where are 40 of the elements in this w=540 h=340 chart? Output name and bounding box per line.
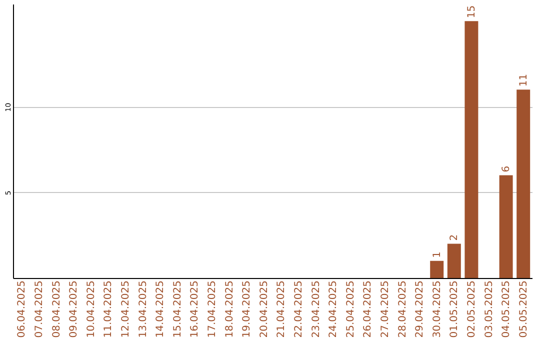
- x-tick-label: 04.05.2025: [501, 280, 512, 338]
- x-tick-label: 09.04.2025: [68, 280, 80, 338]
- x-tick-label: 03.05.2025: [484, 280, 495, 338]
- x-tick-label: 13.04.2025: [138, 280, 149, 338]
- x-tick-label: 23.04.2025: [310, 280, 322, 338]
- data-label: 6: [501, 166, 512, 172]
- x-tick-label: 07.04.2025: [34, 280, 45, 338]
- x-tick-label: 10.04.2025: [86, 280, 97, 338]
- data-label: 15: [466, 5, 478, 18]
- x-tick-label: 08.04.2025: [51, 280, 62, 338]
- data-label: 11: [518, 74, 530, 87]
- x-tick-label: 29.04.2025: [414, 280, 426, 338]
- x-tick-label: 12.04.2025: [120, 280, 132, 338]
- bar: [464, 21, 478, 278]
- x-tick-label: 06.04.2025: [16, 280, 28, 338]
- x-tick-label: 16.04.2025: [190, 280, 201, 338]
- x-tick-label: 15.04.2025: [172, 280, 184, 338]
- x-tick-label: 05.05.2025: [518, 280, 530, 338]
- x-tick-label: 02.05.2025: [466, 280, 478, 338]
- bar: [516, 90, 530, 278]
- data-label: 1: [432, 252, 443, 258]
- x-tick-label: 26.04.2025: [362, 280, 374, 338]
- x-tick-label: 28.04.2025: [397, 280, 408, 338]
- bar: [430, 260, 444, 278]
- x-tick-label: 18.04.2025: [224, 280, 236, 338]
- x-tick-label: 27.04.2025: [380, 280, 391, 338]
- x-tick-label: 19.04.2025: [242, 280, 253, 338]
- bar: [447, 244, 461, 278]
- x-tick-label: 21.04.2025: [276, 280, 288, 338]
- x-tick-label: 14.04.2025: [155, 280, 166, 338]
- x-tick-label: 17.04.2025: [206, 280, 218, 338]
- x-tick-label: 30.04.2025: [432, 280, 443, 338]
- bar: [499, 175, 513, 278]
- x-tick-label: 20.04.2025: [258, 280, 270, 338]
- data-label: 2: [449, 234, 460, 241]
- x-tick-label: 22.04.2025: [293, 280, 304, 338]
- x-tick-label: 25.04.2025: [345, 280, 356, 338]
- x-tick-label: 11.04.2025: [103, 280, 114, 338]
- x-tick-label: 01.05.2025: [449, 280, 460, 338]
- x-tick-label: 24.04.2025: [328, 280, 340, 338]
